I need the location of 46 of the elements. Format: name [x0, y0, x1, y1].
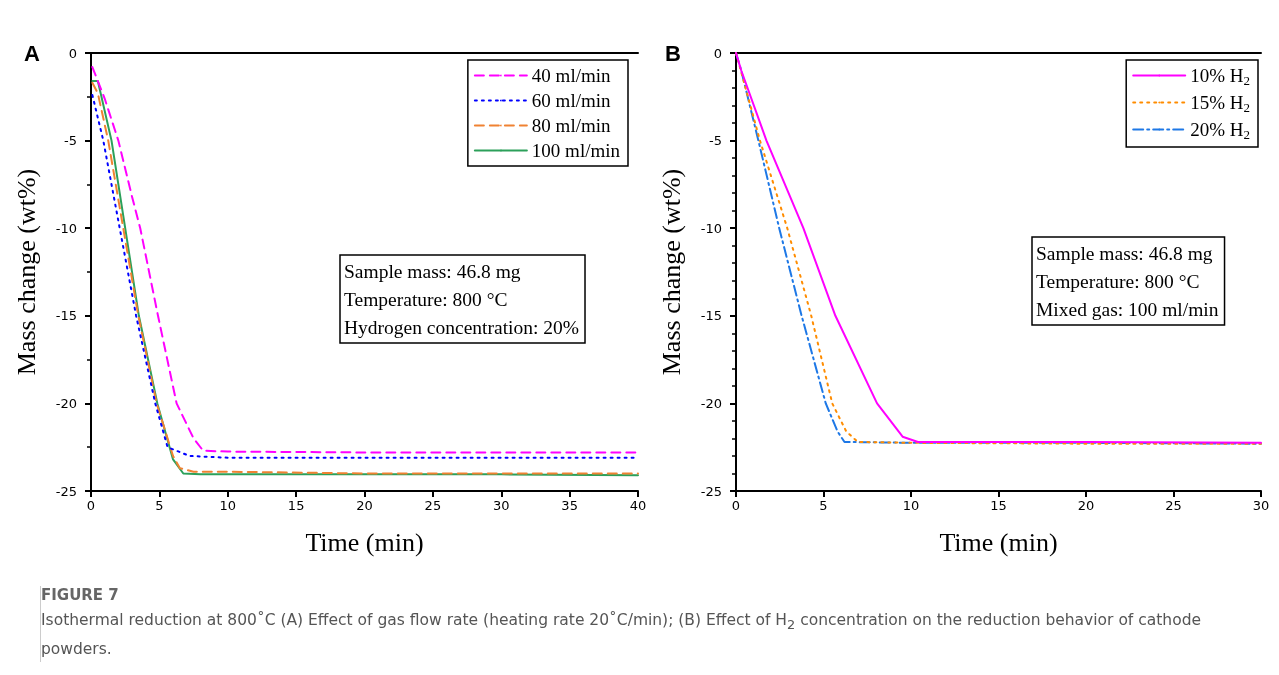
y-tick-label: -5	[64, 133, 77, 149]
annotation: Temperature: 800 °C	[344, 288, 508, 310]
x-tick-label: 30	[1252, 498, 1270, 513]
y-axis-title: Mass change (wt%)	[11, 168, 41, 376]
x-tick-label: 0	[86, 498, 96, 513]
chart-title: B	[665, 40, 681, 66]
y-tick-label: -15	[55, 308, 77, 324]
x-tick-label: 20	[356, 498, 373, 513]
legend-label: 40 ml/min	[531, 65, 611, 86]
annotation: Sample mass: 46.8 mg	[1036, 242, 1213, 264]
y-tick-label: 0	[713, 45, 722, 61]
y-tick-label: -10	[700, 220, 722, 236]
x-axis-title: Time (min)	[305, 527, 424, 557]
annotation: Temperature: 800 °C	[1036, 270, 1200, 292]
y-tick-label: 0	[68, 45, 77, 61]
x-tick-label: 0	[731, 498, 741, 513]
y-tick-label: -25	[55, 483, 77, 499]
text: FIGURE 7	[41, 586, 120, 604]
annotation: Sample mass: 46.8 mg	[344, 260, 521, 282]
x-tick-label: 40	[629, 498, 647, 513]
x-tick-label: 35	[561, 498, 578, 513]
annotation: Mixed gas: 100 ml/min	[1036, 298, 1219, 320]
text: Isothermal reduction at 800˚C (A) Effect of gas flow rate (heating rate 20˚C/min); (B) Effect of H$_{2}$ concentration on the reduction behavior of cathode powders.	[41, 611, 1202, 659]
x-tick-label: 5	[155, 498, 164, 513]
x-tick-label: 30	[492, 498, 510, 513]
y-axis-title: Mass change (wt%)	[656, 168, 686, 376]
x-tick-label: 25	[1165, 498, 1182, 513]
legend-label: 80 ml/min	[531, 115, 611, 136]
y-tick-label: -5	[709, 133, 722, 149]
x-axis-title: Time (min)	[939, 527, 1058, 557]
x-tick-label: 5	[819, 498, 828, 513]
x-tick-label: 25	[424, 498, 442, 513]
x-tick-label: 10	[902, 498, 920, 513]
legend-label: 100 ml/min	[531, 140, 621, 161]
x-tick-label: 15	[287, 498, 305, 513]
x-tick-label: 10	[219, 498, 237, 513]
annotation: Hydrogen concentration: 20%	[344, 316, 580, 338]
y-tick-label: -25	[700, 483, 722, 499]
y-tick-label: -10	[55, 220, 77, 236]
y-tick-label: -15	[700, 308, 722, 324]
y-tick-label: -20	[700, 395, 722, 411]
chart-title: A	[24, 40, 40, 66]
x-tick-label: 20	[1077, 498, 1095, 513]
legend-label: 60 ml/min	[531, 90, 611, 111]
y-tick-label: -20	[55, 395, 77, 411]
x-tick-label: 15	[990, 498, 1007, 513]
